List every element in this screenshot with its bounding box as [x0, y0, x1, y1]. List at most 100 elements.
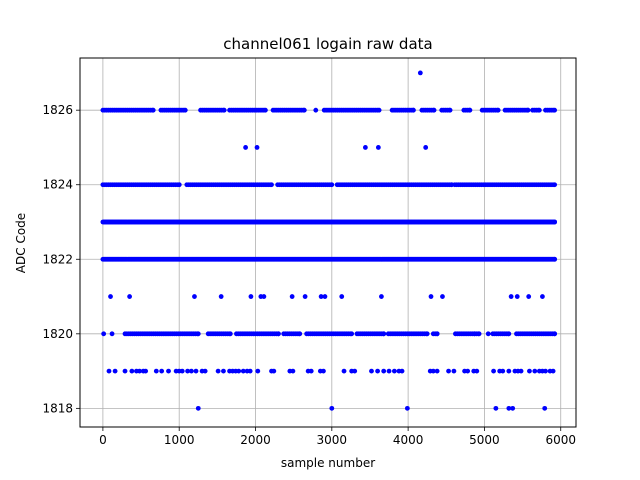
y-axis-ticks: 1818 1820 1822 1824 1826	[42, 103, 80, 415]
data-point	[341, 368, 347, 374]
x-tick-label: 2000	[240, 433, 271, 447]
data-point	[404, 405, 410, 411]
x-tick-label: 6000	[545, 433, 576, 447]
data-point	[127, 294, 132, 299]
data-point	[150, 107, 156, 113]
data-point	[552, 107, 558, 113]
y-axis-label: ADC Code	[14, 213, 28, 273]
data-point	[321, 368, 326, 374]
data-point	[540, 294, 545, 299]
data-point	[313, 107, 319, 113]
data-point	[500, 368, 506, 374]
y-tick-label: 1818	[42, 401, 73, 415]
data-point	[451, 368, 457, 374]
data-point	[428, 294, 434, 299]
data-point	[248, 294, 254, 299]
data-point	[202, 368, 208, 374]
data-point	[376, 107, 382, 113]
data-points	[100, 70, 558, 411]
data-point	[182, 107, 188, 113]
data-point	[254, 145, 260, 150]
data-point	[495, 107, 501, 113]
data-point	[369, 368, 374, 374]
data-point	[434, 331, 440, 337]
data-point	[465, 368, 471, 374]
data-point	[447, 107, 453, 113]
data-point	[166, 368, 171, 374]
data-point	[221, 368, 226, 374]
data-point	[518, 368, 524, 374]
data-point	[308, 368, 314, 374]
x-tick-label: 0	[99, 433, 107, 447]
data-point	[195, 405, 201, 411]
data-point	[255, 368, 261, 374]
data-point	[122, 368, 128, 374]
data-point	[243, 145, 248, 150]
data-point	[153, 368, 159, 374]
data-point	[379, 294, 384, 299]
y-tick-label: 1822	[42, 252, 73, 266]
data-point	[218, 294, 224, 299]
data-point	[185, 368, 190, 374]
data-point	[375, 145, 381, 150]
data-point	[193, 368, 199, 374]
data-point	[318, 294, 324, 299]
data-point	[289, 294, 295, 299]
data-point	[526, 294, 532, 299]
data-point	[525, 107, 531, 113]
data-point	[552, 182, 558, 188]
data-point	[221, 107, 227, 113]
data-point	[472, 331, 477, 337]
data-point	[552, 331, 558, 337]
data-point	[381, 368, 387, 374]
data-point	[301, 107, 307, 113]
data-point	[375, 368, 380, 374]
x-tick-label: 1000	[164, 433, 195, 447]
data-point	[508, 294, 514, 299]
data-point	[491, 368, 496, 374]
data-point	[506, 368, 512, 374]
data-point	[106, 368, 112, 374]
data-point	[417, 70, 423, 76]
data-point	[339, 294, 345, 299]
data-point	[215, 368, 221, 374]
data-point	[532, 368, 538, 374]
data-point	[543, 368, 548, 374]
data-point	[276, 331, 281, 337]
data-point	[261, 294, 267, 299]
data-point	[399, 368, 405, 374]
x-tick-label: 4000	[393, 433, 424, 447]
data-point	[297, 331, 303, 337]
y-tick-label: 1826	[42, 103, 73, 117]
data-point	[424, 331, 430, 337]
data-point	[176, 182, 182, 188]
data-point	[349, 331, 355, 337]
data-point	[269, 182, 274, 188]
data-point	[137, 368, 142, 374]
data-point	[236, 368, 242, 374]
data-point	[179, 368, 185, 374]
data-point	[109, 331, 115, 337]
data-point	[552, 219, 558, 225]
data-point	[290, 368, 296, 374]
data-point	[434, 368, 440, 374]
data-point	[247, 368, 253, 374]
data-point	[263, 107, 268, 113]
data-point	[195, 331, 201, 337]
data-point	[527, 368, 532, 374]
data-point	[302, 294, 308, 299]
data-point	[506, 405, 512, 411]
data-point	[536, 107, 542, 113]
data-point	[510, 405, 516, 411]
data-point	[391, 368, 397, 374]
y-tick-label: 1820	[42, 327, 73, 341]
x-tick-label: 5000	[469, 433, 500, 447]
data-point	[329, 405, 335, 411]
data-point	[411, 107, 416, 113]
data-point	[506, 331, 512, 337]
data-point	[101, 331, 107, 337]
data-point	[227, 331, 233, 337]
data-point	[108, 294, 113, 299]
